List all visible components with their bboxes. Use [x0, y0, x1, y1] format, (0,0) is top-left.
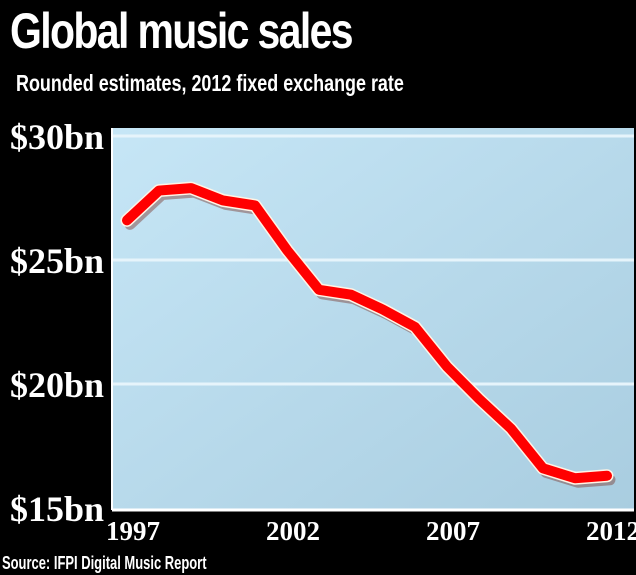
- series-line: [122, 183, 612, 484]
- x-tick-label: 2012: [586, 516, 636, 546]
- y-tick-label: $25bn: [10, 241, 104, 281]
- chart-title: Global music sales: [10, 3, 354, 59]
- chart-source: Source: IFPI Digital Music Report: [2, 553, 207, 573]
- y-tick-label: $20bn: [10, 365, 104, 405]
- y-tick-label: $30bn: [10, 117, 104, 157]
- x-tick-label: 2007: [426, 516, 480, 546]
- x-tick-label: 1997: [106, 516, 160, 546]
- y-tick-label: $15bn: [10, 489, 104, 529]
- chart-subtitle: Rounded estimates, 2012 fixed exchange r…: [16, 70, 404, 96]
- x-tick-label: 2002: [266, 516, 320, 546]
